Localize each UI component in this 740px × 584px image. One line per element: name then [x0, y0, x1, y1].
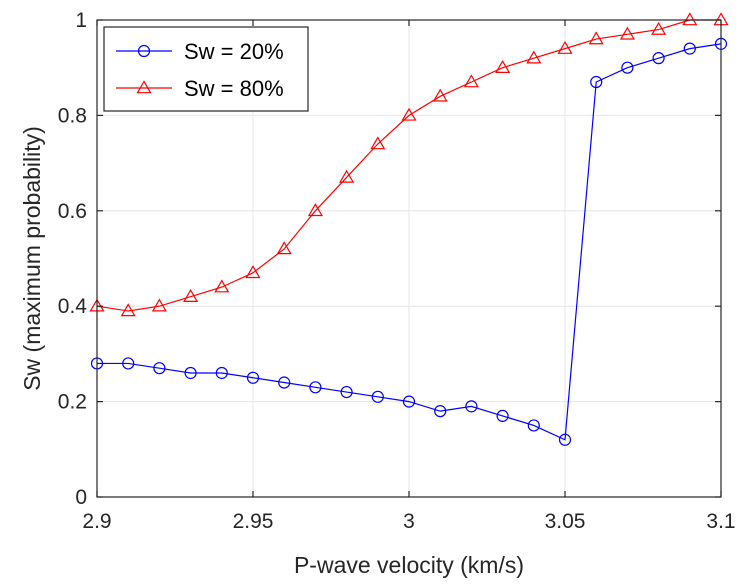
x-tick-label: 3 [403, 510, 415, 533]
series-1 [90, 37, 728, 446]
data-point [463, 74, 479, 88]
series-layer [89, 12, 729, 446]
x-tick-label: 3.05 [545, 510, 586, 533]
y-tick-label: 1 [75, 9, 87, 32]
data-point [122, 357, 135, 370]
data-point [527, 419, 540, 432]
series-line [97, 43, 722, 441]
x-tick-label: 2.9 [82, 510, 111, 533]
data-point [495, 60, 511, 73]
y-tick-label: 0 [75, 486, 87, 509]
data-point [402, 395, 416, 408]
data-point [651, 21, 667, 35]
data-point [183, 288, 199, 302]
data-point [496, 409, 509, 423]
y-tick-label: 0.2 [58, 391, 87, 414]
legend-label: Sw = 80% [184, 76, 284, 101]
legend-marker [137, 44, 151, 58]
y-tick-label: 0.4 [58, 295, 88, 318]
legend-entry-1: Sw = 20% [116, 39, 284, 64]
legend: Sw = 20% Sw = 80% [103, 26, 309, 112]
data-point [151, 298, 167, 312]
series-2 [89, 12, 729, 317]
x-tick-label: 3.1 [706, 510, 735, 533]
data-point [432, 88, 448, 102]
x-tick-label: 2.95 [233, 510, 274, 533]
y-tick-label: 0.6 [58, 200, 87, 223]
data-point [621, 61, 634, 74]
data-point [557, 40, 573, 54]
data-point [652, 52, 665, 65]
data-point [370, 136, 386, 150]
data-point [214, 279, 230, 293]
data-point [215, 366, 228, 380]
y-tick-label: 0.8 [58, 104, 87, 127]
data-point [340, 385, 353, 399]
data-point [619, 26, 635, 40]
y-axis-label: Sw (maximum probability) [19, 126, 45, 391]
series-line [96, 19, 721, 312]
data-point [682, 12, 698, 26]
data-point [683, 42, 696, 55]
data-point [309, 381, 322, 394]
data-point [590, 75, 603, 89]
axis-ticks: 2.9 2.95 3 3.05 3.1 0 0.2 0.4 0.6 0.8 1 [58, 9, 736, 533]
data-point [120, 303, 136, 317]
data-point [278, 376, 291, 389]
data-point [371, 390, 384, 403]
data-point [434, 405, 447, 418]
data-point [401, 107, 417, 121]
legend-entry-2: Sw = 80% [116, 76, 284, 101]
data-point [184, 366, 197, 380]
data-point [526, 50, 542, 64]
data-point [246, 371, 260, 384]
data-point [588, 31, 604, 45]
x-axis-label: P-wave velocity (km/s) [294, 552, 524, 578]
data-point [307, 203, 323, 217]
data-point [276, 241, 292, 255]
legend-box [103, 26, 309, 112]
data-point [465, 400, 478, 413]
data-point [558, 433, 572, 446]
data-point [339, 169, 355, 183]
legend-label: Sw = 20% [184, 39, 284, 64]
data-point [245, 265, 261, 279]
data-point [153, 362, 166, 375]
legend-marker [136, 80, 152, 94]
